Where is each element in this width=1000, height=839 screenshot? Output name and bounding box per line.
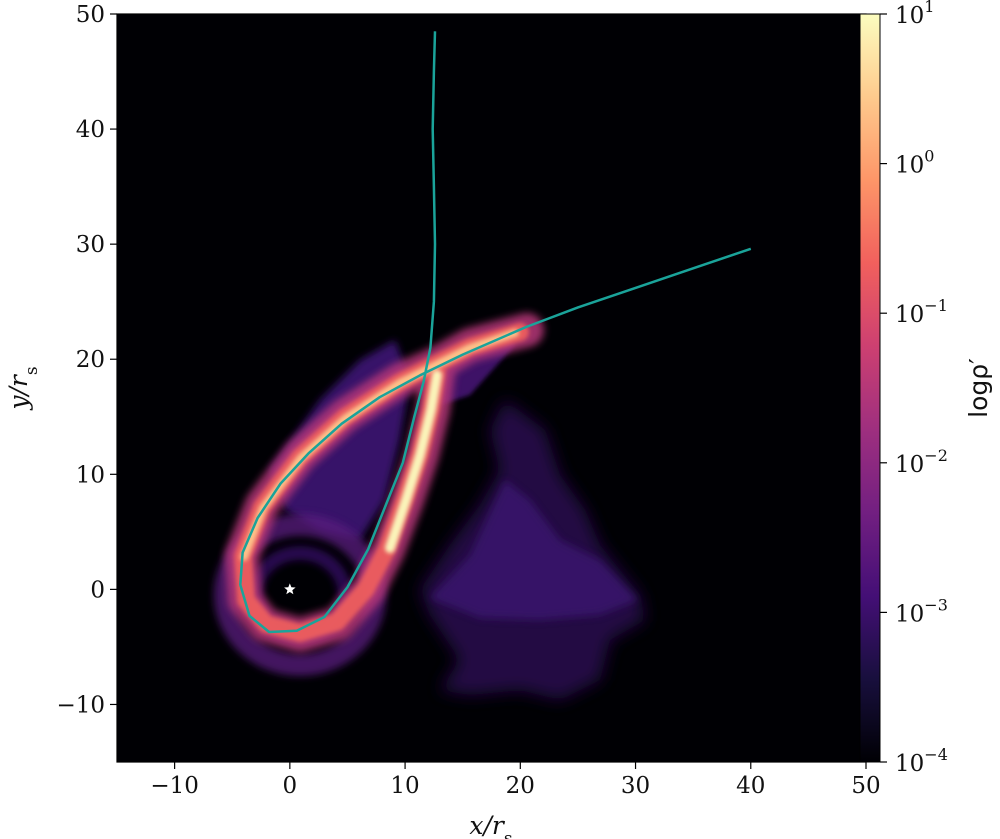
y-tick-label: −10 bbox=[56, 692, 105, 718]
y-tick-label: 50 bbox=[76, 2, 105, 28]
x-tick-label: −10 bbox=[150, 773, 199, 799]
x-tick-label: 30 bbox=[621, 773, 650, 799]
colorbar-tick-label: 10−2 bbox=[895, 446, 948, 478]
y-tick-label: 10 bbox=[76, 462, 105, 488]
colorbar-label: logρ′ bbox=[964, 358, 993, 418]
diffuse-outflow-core bbox=[430, 480, 638, 620]
x-tick-label: 50 bbox=[851, 773, 880, 799]
x-tick-label: 0 bbox=[283, 773, 298, 799]
x-tick-label: 20 bbox=[506, 773, 535, 799]
y-tick-label: 40 bbox=[76, 117, 105, 143]
colorbar-tick-label: 10−3 bbox=[895, 595, 948, 627]
colorbar-tick-label: 101 bbox=[895, 0, 934, 29]
x-tick-label: 10 bbox=[390, 773, 419, 799]
y-tick-label: 0 bbox=[90, 577, 105, 603]
central-star-marker bbox=[284, 583, 296, 595]
colorbar-tick-label: 10−4 bbox=[895, 745, 948, 777]
colorbar-tick-label: 10−1 bbox=[895, 296, 948, 328]
stream-return-core bbox=[385, 370, 442, 553]
y-axis-label: y/rs bbox=[4, 366, 42, 410]
colorbar-tick-label: 100 bbox=[895, 147, 934, 179]
x-axis-label: x/rs bbox=[469, 811, 512, 839]
y-tick-label: 30 bbox=[76, 232, 105, 258]
y-tick-label: 20 bbox=[76, 347, 105, 373]
orbit-line bbox=[239, 31, 752, 634]
colorbar bbox=[859, 13, 881, 763]
x-tick-label: 40 bbox=[736, 773, 765, 799]
